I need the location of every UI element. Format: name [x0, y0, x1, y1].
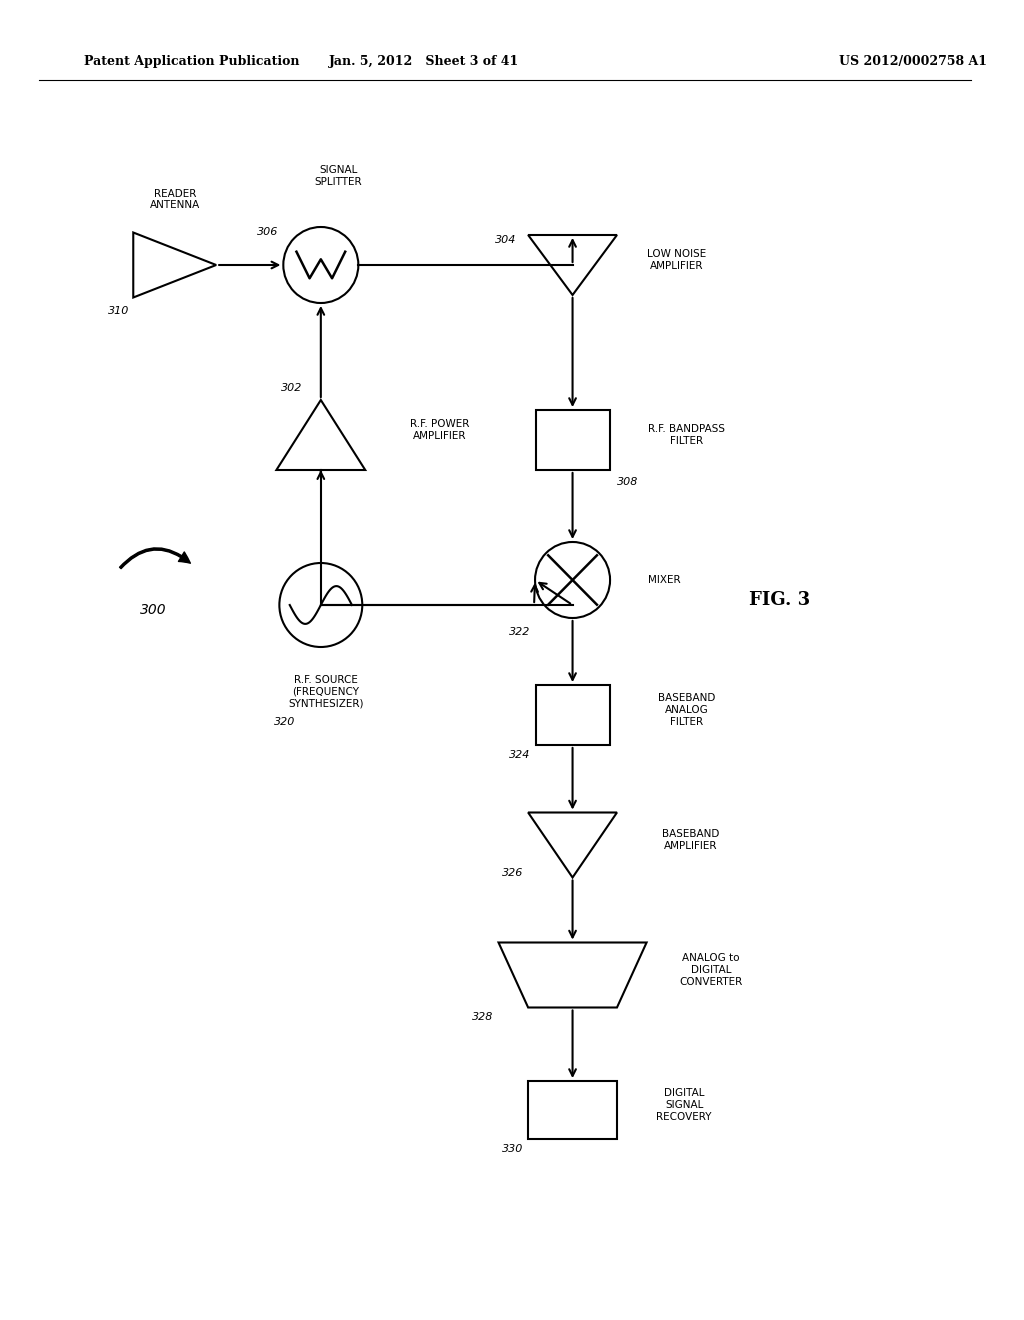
Text: 310: 310	[108, 306, 129, 317]
Text: SIGNAL
SPLITTER: SIGNAL SPLITTER	[314, 165, 362, 187]
Text: 328: 328	[472, 1012, 494, 1023]
Text: FIG. 3: FIG. 3	[750, 591, 810, 609]
Text: 308: 308	[617, 477, 639, 487]
Text: R.F. SOURCE
(FREQUENCY
SYNTHESIZER): R.F. SOURCE (FREQUENCY SYNTHESIZER)	[288, 675, 364, 709]
Text: R.F. POWER
AMPLIFIER: R.F. POWER AMPLIFIER	[410, 420, 469, 441]
Text: 326: 326	[502, 867, 523, 878]
Text: 302: 302	[282, 383, 303, 393]
Text: Jan. 5, 2012   Sheet 3 of 41: Jan. 5, 2012 Sheet 3 of 41	[330, 55, 519, 69]
Text: BASEBAND
AMPLIFIER: BASEBAND AMPLIFIER	[663, 829, 720, 851]
Text: Patent Application Publication: Patent Application Publication	[84, 55, 299, 69]
Text: 324: 324	[509, 750, 530, 760]
Text: DIGITAL
SIGNAL
RECOVERY: DIGITAL SIGNAL RECOVERY	[656, 1089, 712, 1122]
Bar	[528, 1081, 617, 1139]
Text: LOW NOISE
AMPLIFIER: LOW NOISE AMPLIFIER	[646, 249, 706, 271]
Text: MIXER: MIXER	[648, 576, 681, 585]
Text: 304: 304	[495, 235, 516, 246]
Text: R.F. BANDPASS
FILTER: R.F. BANDPASS FILTER	[648, 424, 725, 446]
FancyArrowPatch shape	[120, 548, 190, 569]
Text: US 2012/0002758 A1: US 2012/0002758 A1	[839, 55, 987, 69]
Text: 330: 330	[502, 1144, 523, 1154]
Text: 322: 322	[509, 627, 530, 638]
Text: ANALOG to
DIGITAL
CONVERTER: ANALOG to DIGITAL CONVERTER	[679, 953, 742, 986]
Text: BASEBAND
ANALOG
FILTER: BASEBAND ANALOG FILTER	[657, 693, 715, 726]
Text: 306: 306	[257, 227, 279, 238]
Bar	[536, 685, 609, 744]
Text: 320: 320	[273, 717, 295, 727]
Text: READER
ANTENNA: READER ANTENNA	[150, 189, 200, 210]
Bar	[536, 411, 609, 470]
Text: 300: 300	[139, 603, 166, 616]
